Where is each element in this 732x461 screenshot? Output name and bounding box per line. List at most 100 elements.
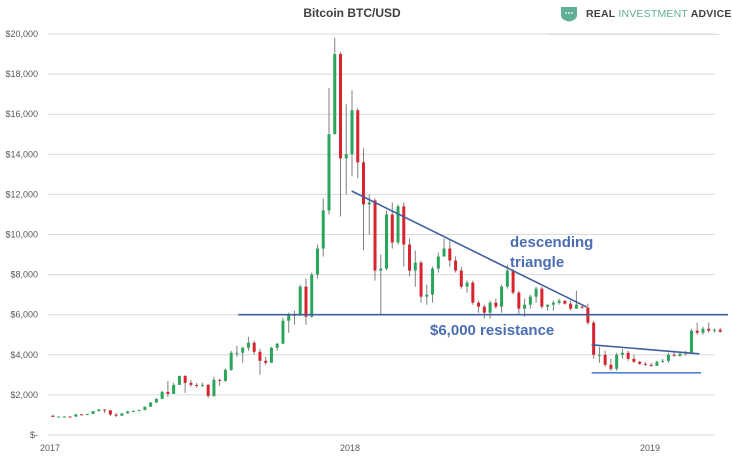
candle-body xyxy=(367,202,371,205)
y-tick-label: $14,000 xyxy=(5,149,38,159)
candle-body xyxy=(551,302,555,305)
candle xyxy=(154,397,158,403)
candle xyxy=(298,284,302,316)
candle xyxy=(177,375,181,385)
y-tick-label: $12,000 xyxy=(5,189,38,199)
candle-body xyxy=(626,352,630,359)
candle xyxy=(632,354,636,363)
candle-body xyxy=(459,270,463,287)
candle-body xyxy=(315,248,319,275)
gridlines xyxy=(48,33,715,436)
candle xyxy=(390,202,394,249)
candle-body xyxy=(362,162,366,205)
candle-body xyxy=(718,329,722,332)
candle-body xyxy=(120,413,124,416)
candle-body xyxy=(338,54,342,159)
candle xyxy=(126,410,130,414)
candle-body xyxy=(649,364,653,366)
candle-body xyxy=(620,352,624,355)
candle xyxy=(620,348,624,359)
candle-body xyxy=(488,302,492,313)
candle-body xyxy=(511,270,515,293)
candle xyxy=(534,286,538,303)
candle xyxy=(97,409,101,412)
candle-body xyxy=(350,110,354,155)
candle-body xyxy=(200,384,204,386)
y-tick-label: $16,000 xyxy=(5,109,38,119)
candle-body xyxy=(431,268,435,295)
candle-body xyxy=(275,343,279,348)
candle xyxy=(252,340,256,355)
candle-body xyxy=(689,330,693,353)
x-tick-label: 2018 xyxy=(340,443,360,453)
candle-body xyxy=(678,353,682,356)
candle xyxy=(500,284,504,313)
candle-body xyxy=(563,300,567,304)
candle xyxy=(465,280,469,293)
candle xyxy=(482,304,486,319)
candle xyxy=(638,360,642,365)
candle-body xyxy=(143,406,147,411)
candle-body xyxy=(108,410,112,415)
candle xyxy=(166,380,170,397)
y-tick-label: $- xyxy=(30,430,38,440)
candle xyxy=(643,361,647,366)
candle xyxy=(396,204,400,245)
candle xyxy=(310,272,314,318)
candle-body xyxy=(269,347,273,363)
candle xyxy=(218,378,222,386)
candle-body xyxy=(574,304,578,309)
candle-body xyxy=(517,292,521,309)
logo-text: REAL INVESTMENT ADVICE xyxy=(586,8,732,20)
candle-body xyxy=(661,360,665,362)
logo: REAL INVESTMENT ADVICE xyxy=(560,6,732,22)
candle xyxy=(563,300,567,305)
candle-body xyxy=(396,206,400,243)
descending-triangle-label-line2: triangle xyxy=(510,254,564,271)
candle xyxy=(344,104,348,195)
candle xyxy=(425,284,429,305)
candle-body xyxy=(638,361,642,364)
candle xyxy=(74,414,78,417)
candle-body xyxy=(344,154,348,159)
candle xyxy=(689,328,693,354)
candle-body xyxy=(131,410,135,412)
candle xyxy=(488,300,492,319)
candle-body xyxy=(74,414,78,417)
candle-body xyxy=(695,330,699,333)
small-triangle-top xyxy=(591,343,700,355)
candle xyxy=(436,252,440,273)
candle xyxy=(707,322,711,333)
y-axis-ticks: $- $2,000 $4,000 $6,000 $8,000 $10,000 $12,000… xyxy=(5,29,38,440)
candle-body xyxy=(189,382,193,385)
candle-body xyxy=(523,304,527,309)
candle-body xyxy=(609,364,613,369)
candle xyxy=(477,300,481,313)
x-axis-ticks: 2017 2018 2019 xyxy=(40,443,660,453)
candle xyxy=(448,240,452,267)
candle xyxy=(172,382,176,394)
candle-body xyxy=(448,248,452,261)
candle xyxy=(137,409,141,412)
candle-body xyxy=(385,214,389,269)
candle xyxy=(385,210,389,271)
candle xyxy=(189,379,193,387)
candle xyxy=(85,413,89,416)
candle xyxy=(695,322,699,335)
candle-body xyxy=(57,416,61,418)
candle-body xyxy=(103,409,107,411)
candle-body xyxy=(149,402,153,407)
candle xyxy=(592,320,596,359)
candle xyxy=(131,410,135,412)
candle-body xyxy=(528,296,532,305)
candle xyxy=(223,368,227,382)
candle-body xyxy=(154,398,158,403)
y-tick-label: $18,000 xyxy=(5,69,38,79)
candle xyxy=(183,375,187,393)
candle xyxy=(442,238,446,257)
candle xyxy=(51,414,55,417)
candle-body xyxy=(666,354,670,361)
candle xyxy=(304,278,308,325)
candle xyxy=(62,416,66,418)
